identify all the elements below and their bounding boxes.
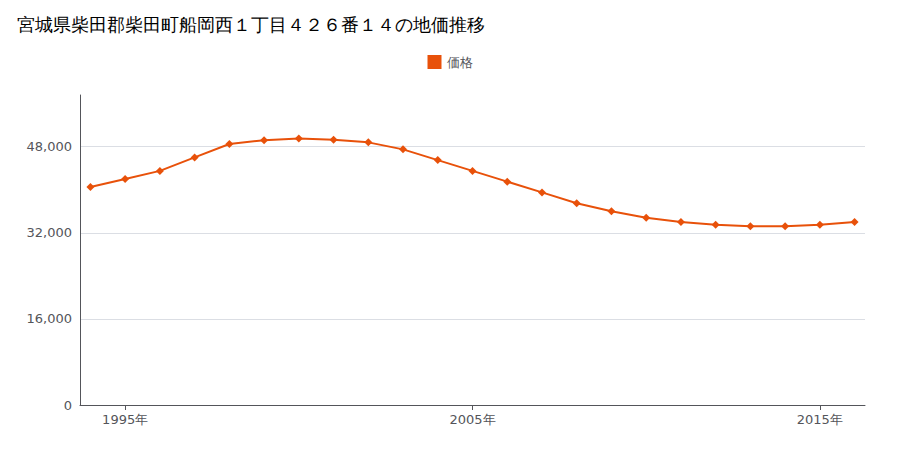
svg-text:32,000: 32,000 xyxy=(27,225,73,240)
svg-text:2015年: 2015年 xyxy=(797,412,843,427)
svg-text:0: 0 xyxy=(64,398,72,413)
svg-text:2005年: 2005年 xyxy=(449,412,495,427)
svg-text:16,000: 16,000 xyxy=(27,311,73,326)
svg-text:価格: 価格 xyxy=(447,55,473,70)
svg-text:48,000: 48,000 xyxy=(27,139,73,154)
svg-text:宮城県柴田郡柴田町船岡西１丁目４２６番１４の地価推移: 宮城県柴田郡柴田町船岡西１丁目４２６番１４の地価推移 xyxy=(17,14,485,35)
svg-text:1995年: 1995年 xyxy=(102,412,148,427)
